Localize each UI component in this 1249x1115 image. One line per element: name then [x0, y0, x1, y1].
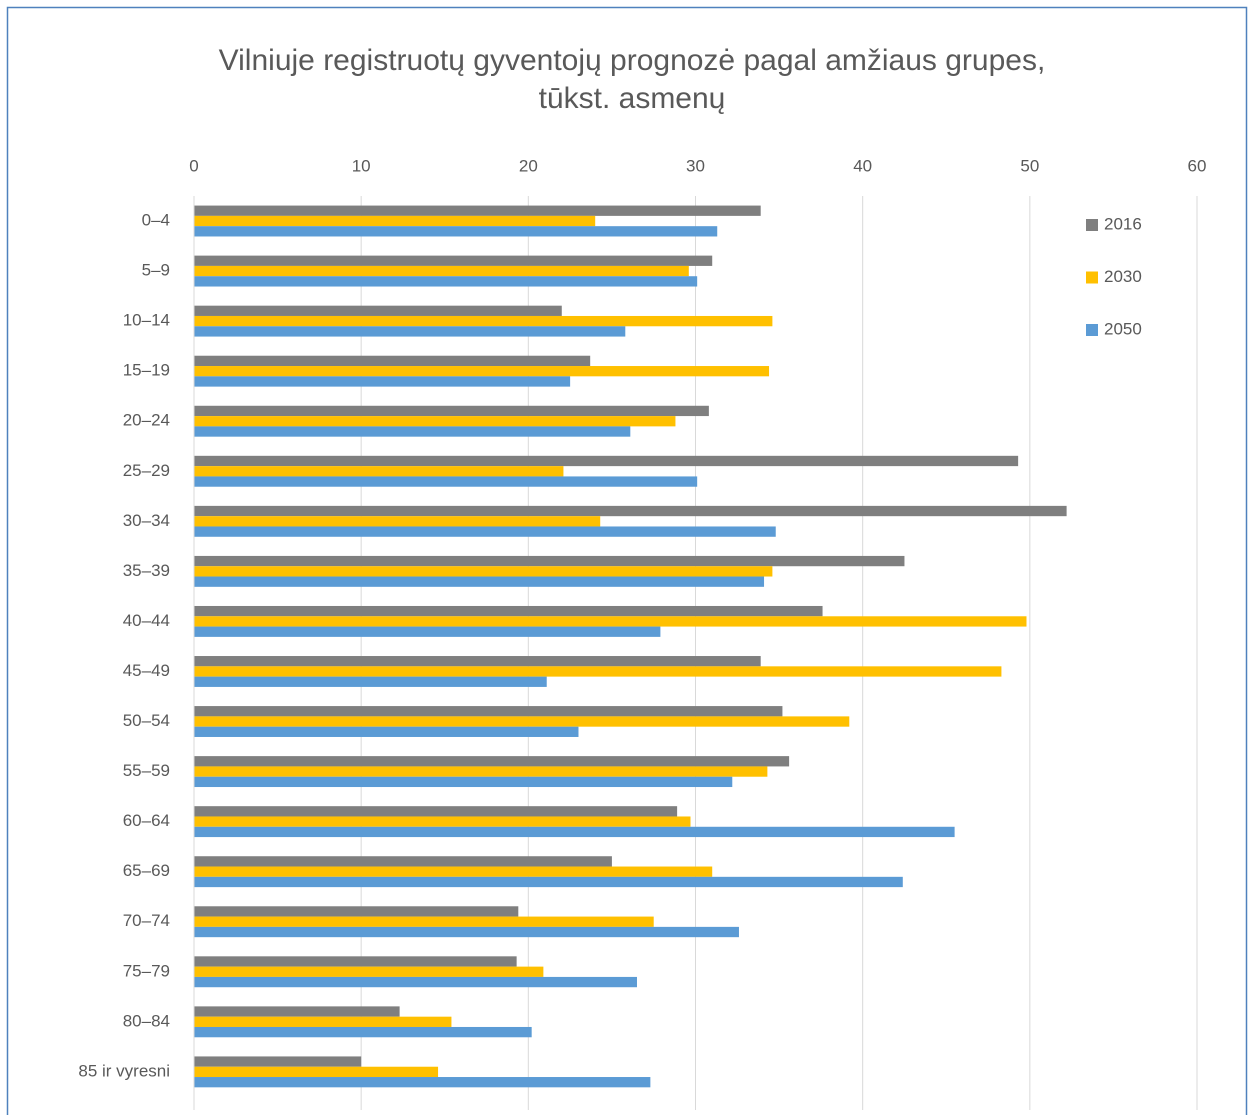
bar: [194, 1066, 439, 1078]
bar: [194, 526, 776, 537]
x-tick-label: 20: [519, 156, 538, 175]
y-tick-label: 25–29: [123, 461, 170, 480]
bar: [194, 505, 1067, 517]
legend-swatch: [1086, 271, 1098, 284]
bar: [194, 1056, 362, 1067]
bar: [194, 305, 562, 316]
bar: [194, 455, 1019, 467]
bar: [194, 226, 718, 237]
bar: [194, 255, 713, 266]
x-tick-label: 10: [352, 156, 371, 175]
y-tick-label: 55–59: [123, 761, 170, 780]
bar: [194, 576, 765, 587]
y-tick-label: 80–84: [123, 1011, 170, 1030]
y-tick-label: 5–9: [142, 261, 170, 280]
bar: [194, 666, 1002, 677]
bar: [194, 466, 564, 477]
legend-swatch: [1086, 324, 1098, 336]
bar: [194, 966, 544, 977]
y-tick-label: 75–79: [123, 961, 170, 980]
legend-label: 2030: [1104, 267, 1142, 286]
y-tick-label: 15–19: [123, 361, 170, 380]
bar: [194, 866, 713, 877]
bar: [194, 1077, 651, 1088]
bar: [194, 856, 612, 867]
y-tick-label: 20–24: [123, 411, 170, 430]
x-tick-label: 30: [686, 156, 705, 175]
bar: [194, 876, 903, 888]
y-tick-label: 35–39: [123, 561, 170, 580]
bar: [194, 205, 761, 216]
bar: [194, 405, 709, 417]
legend-label: 2050: [1104, 319, 1142, 338]
x-tick-label: 0: [189, 156, 198, 175]
bar: [194, 706, 783, 717]
y-tick-label: 50–54: [123, 711, 170, 730]
bar: [194, 476, 698, 487]
bar: [194, 1006, 400, 1017]
x-tick-label: 50: [1020, 156, 1039, 175]
bar: [194, 215, 596, 227]
bar: [194, 616, 1027, 627]
bar: [194, 326, 626, 337]
bar: [194, 976, 637, 988]
bar: [194, 656, 761, 667]
bar: [194, 716, 850, 727]
y-tick-label: 70–74: [123, 911, 170, 930]
bar: [194, 416, 676, 427]
y-tick-label: 40–44: [123, 611, 170, 630]
bar: [194, 676, 547, 687]
legend-label: 2016: [1104, 214, 1142, 233]
y-tick-label: 60–64: [123, 811, 170, 830]
legend-swatch: [1086, 219, 1098, 231]
y-tick-label: 85 ir vyresni: [78, 1061, 170, 1080]
y-tick-label: 45–49: [123, 661, 170, 680]
bar: [194, 426, 631, 437]
bar: [194, 355, 591, 367]
y-tick-label: 65–69: [123, 861, 170, 880]
bar: [194, 366, 770, 377]
bar: [194, 605, 823, 617]
bar: [194, 806, 678, 817]
x-tick-label: 40: [853, 156, 872, 175]
chart-title: tūkst. asmenų: [539, 82, 726, 115]
x-tick-label: 60: [1188, 156, 1207, 175]
bar: [194, 376, 571, 387]
bar: [194, 926, 739, 938]
chart-title: Vilniuje registruotų gyventojų prognozė …: [219, 44, 1046, 77]
bar: [194, 766, 768, 777]
bar: [194, 265, 689, 277]
bar: [194, 906, 519, 917]
bar: [194, 956, 517, 967]
bar: [194, 826, 955, 838]
bar: [194, 1016, 452, 1027]
bar: [194, 916, 654, 927]
y-tick-label: 0–4: [142, 211, 170, 230]
y-tick-label: 30–34: [123, 511, 170, 530]
bar: [194, 555, 905, 567]
bar: [194, 626, 661, 637]
bar: [194, 816, 691, 827]
bar: [194, 315, 773, 327]
y-tick-label: 10–14: [123, 311, 170, 330]
bar: [194, 756, 790, 767]
bar: [194, 276, 698, 287]
bar: [194, 566, 773, 577]
bar: [194, 516, 601, 527]
bar: [194, 776, 733, 788]
bar: [194, 726, 579, 737]
bar: [194, 1026, 532, 1038]
